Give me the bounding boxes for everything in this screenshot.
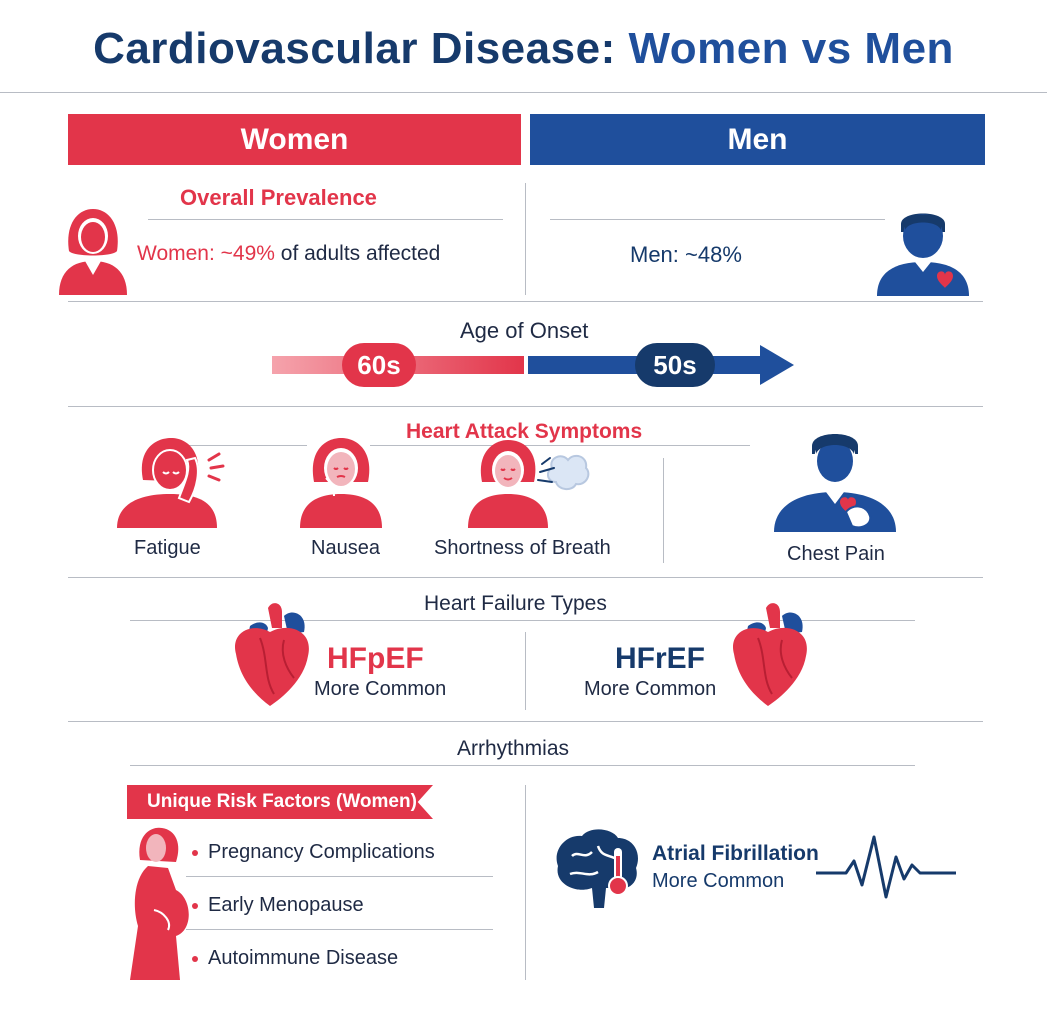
- women-header: Women: [68, 114, 521, 165]
- women-prevalence: Women: ~49% of adults affected: [137, 242, 440, 266]
- men-header: Men: [530, 114, 985, 165]
- arrhythmias-divider: [525, 785, 526, 980]
- title-part1: Cardiovascular Disease:: [93, 24, 629, 73]
- heart-icon: [234, 603, 309, 706]
- symptoms-rule-right: [370, 445, 750, 446]
- risk-bullet: [192, 850, 198, 856]
- onset-title: Age of Onset: [460, 318, 589, 343]
- heart-icon: [732, 603, 807, 706]
- women-prevalence-suffix: of adults affected: [280, 242, 441, 265]
- symptom-nausea: Nausea: [311, 537, 380, 559]
- symptom-shortness-of-breath: Shortness of Breath: [434, 537, 611, 559]
- onset-arrow-icon: [760, 345, 794, 385]
- woman-fatigue-icon: [117, 438, 225, 528]
- prevalence-bottom-rule: [68, 301, 983, 302]
- prevalence-divider: [525, 183, 526, 295]
- women-prevalence-value: Women: ~49%: [137, 242, 275, 265]
- risk-factor-pregnancy: Pregnancy Complications: [208, 841, 435, 863]
- men-onset-pill: 50s: [635, 343, 715, 387]
- man-heart-icon: [877, 213, 969, 296]
- prevalence-title: Overall Prevalence: [180, 185, 377, 210]
- heart-failure-title: Heart Failure Types: [424, 592, 607, 615]
- symptom-chest-pain: Chest Pain: [787, 543, 885, 565]
- heart-failure-bottom-rule: [68, 721, 983, 722]
- women-hf-type: HFpEF: [327, 642, 424, 675]
- woman-icon: [59, 209, 127, 295]
- woman-nausea-icon: [300, 438, 382, 528]
- risk-bullet: [192, 903, 198, 909]
- page-title: Cardiovascular Disease: Women vs Men: [0, 24, 1047, 74]
- men-prevalence: Men: ~48%: [630, 242, 742, 267]
- title-divider: [0, 92, 1047, 93]
- risk-rule-1: [186, 876, 493, 877]
- men-hf-type: HFrEF: [615, 642, 705, 675]
- risk-factors-banner: Unique Risk Factors (Women): [127, 785, 433, 819]
- pregnant-woman-icon: [130, 827, 189, 980]
- afib-label: Atrial Fibrillation: [652, 842, 819, 865]
- arrhythmias-title: Arrhythmias: [457, 737, 570, 760]
- risk-factor-autoimmune: Autoimmune Disease: [208, 947, 399, 969]
- risk-factor-menopause: Early Menopause: [208, 894, 364, 916]
- prevalence-men-rule: [550, 219, 885, 220]
- risk-bullet: [192, 956, 198, 962]
- arrhythmias-rule: [130, 765, 915, 766]
- prevalence-women-rule: [148, 219, 503, 220]
- onset-bottom-rule: [68, 406, 983, 407]
- heart-failure-rule: [130, 620, 915, 621]
- symptoms-divider: [663, 458, 664, 563]
- symptoms-rule-left: [170, 445, 307, 446]
- ecg-icon: [816, 835, 956, 899]
- women-onset-pill: 60s: [342, 343, 416, 387]
- afib-note: More Common: [652, 870, 785, 892]
- risk-rule-2: [186, 929, 493, 930]
- women-hf-note: More Common: [314, 678, 447, 700]
- brain-icon: [556, 829, 638, 908]
- men-hf-note: More Common: [584, 678, 717, 700]
- woman-breath-icon: [468, 440, 590, 528]
- symptom-fatigue: Fatigue: [134, 537, 201, 559]
- symptoms-title: Heart Attack Symptoms: [406, 420, 643, 443]
- symptoms-bottom-rule: [68, 577, 983, 578]
- heart-failure-divider: [525, 632, 526, 710]
- man-chest-pain-icon: [774, 434, 896, 532]
- title-part2: Women vs Men: [628, 24, 954, 73]
